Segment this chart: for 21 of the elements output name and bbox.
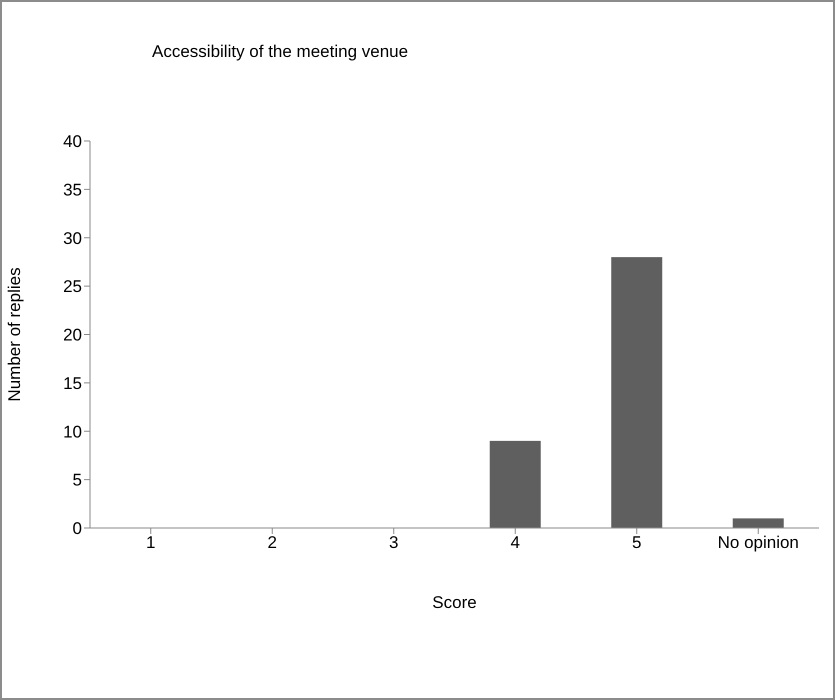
bar [611, 257, 662, 528]
y-tick-label: 5 [72, 470, 82, 490]
y-tick-label: 10 [63, 422, 82, 442]
y-tick-label: 40 [63, 132, 82, 152]
x-tick-label: 4 [510, 533, 520, 552]
x-axis-title: Score [432, 593, 477, 612]
y-axis-title: Number of replies [5, 267, 24, 402]
y-tick-label: 30 [63, 228, 82, 248]
y-tick-label: 20 [63, 326, 82, 345]
y-tick-label: 35 [63, 180, 82, 200]
x-tick-label: 2 [268, 533, 277, 552]
y-tick-label: 15 [63, 374, 82, 393]
x-tick-label: 5 [632, 533, 642, 552]
bar [490, 440, 541, 528]
y-tick-label: 25 [63, 277, 82, 296]
x-tick-label: 3 [389, 533, 398, 552]
bar [732, 518, 784, 528]
chart-title: Accessibility of the meeting venue [152, 42, 408, 62]
x-tick-label: No opinion [718, 533, 799, 552]
x-tick-label: 1 [146, 533, 156, 552]
y-tick-label: 0 [72, 519, 82, 538]
